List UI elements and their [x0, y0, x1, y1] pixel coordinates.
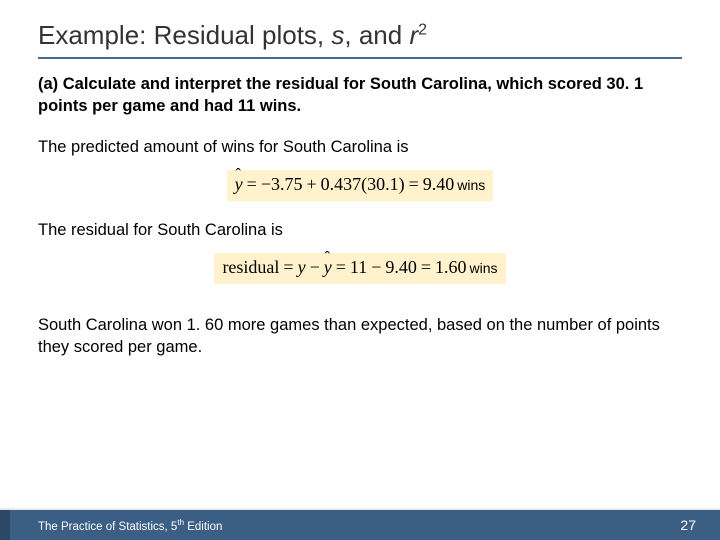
footer-book-b: Edition — [184, 520, 222, 532]
eq1-eq-b: = — [405, 174, 423, 195]
eq1-units: wins — [454, 177, 485, 193]
question-text: (a) Calculate and interpret the residual… — [38, 73, 682, 118]
eq2-eq1: = — [279, 257, 297, 278]
eq2-eq2: = — [332, 257, 350, 278]
eq1-yhat: y — [235, 174, 243, 195]
footer-shadow — [0, 507, 720, 510]
equation-2: residual = y − y = 11 − 9.40 = 1.60 wins — [214, 253, 505, 284]
slide-title: Example: Residual plots, s, and r2 — [38, 20, 682, 59]
eq1-eq-a: = — [243, 174, 261, 195]
equation-1: y = −3.75 + 0.437(30.1) = 9.40 wins — [227, 170, 494, 201]
eq1-b: 0.437(30.1) — [321, 174, 405, 195]
footer-page-number: 27 — [680, 517, 696, 533]
residual-intro: The residual for South Carolina is — [38, 219, 682, 241]
title-s: s — [331, 20, 344, 50]
equation-1-row: y = −3.75 + 0.437(30.1) = 9.40 wins — [38, 170, 682, 201]
slide-footer: The Practice of Statistics, 5th Edition … — [0, 510, 720, 540]
predicted-intro: The predicted amount of wins for South C… — [38, 136, 682, 158]
eq2-yhat: y — [324, 257, 332, 278]
spacer — [38, 302, 682, 314]
footer-tab — [0, 510, 10, 540]
eq2-940: 9.40 — [385, 257, 417, 278]
footer-book-sup: th — [177, 518, 184, 527]
conclusion-text: South Carolina won 1. 60 more games than… — [38, 314, 682, 359]
footer-book-a: The Practice of Statistics, 5 — [38, 520, 177, 532]
eq2-result: 1.60 — [435, 257, 467, 278]
eq1-plus: + — [302, 174, 320, 195]
title-r: r — [409, 20, 418, 50]
eq2-minus2: − — [367, 257, 385, 278]
title-prefix: Example: Residual plots, — [38, 20, 331, 50]
eq2-11: 11 — [350, 257, 367, 278]
footer-book: The Practice of Statistics, 5th Edition — [38, 518, 222, 533]
title-mid: , and — [344, 20, 409, 50]
slide: Example: Residual plots, s, and r2 (a) C… — [0, 0, 720, 540]
eq2-y: y — [298, 257, 306, 278]
eq2-eq3: = — [417, 257, 435, 278]
eq1-a: −3.75 — [261, 174, 303, 195]
eq1-result: 9.40 — [423, 174, 455, 195]
eq2-minus1: − — [306, 257, 324, 278]
eq2-units: wins — [467, 260, 498, 276]
title-exp: 2 — [418, 21, 427, 38]
equation-2-row: residual = y − y = 11 − 9.40 = 1.60 wins — [38, 253, 682, 284]
eq2-lhs: residual — [222, 257, 279, 278]
